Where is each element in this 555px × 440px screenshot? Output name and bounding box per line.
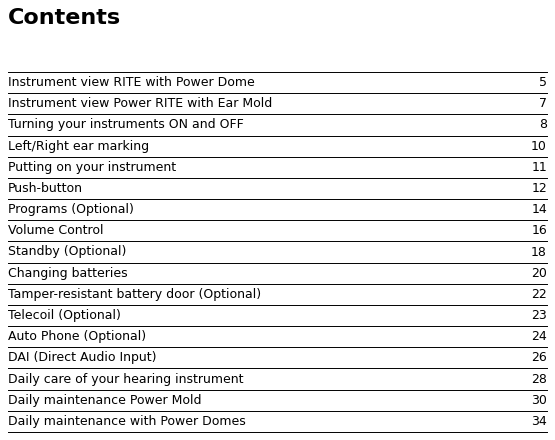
Text: Daily maintenance Power Mold: Daily maintenance Power Mold bbox=[8, 394, 201, 407]
Text: Telecoil (Optional): Telecoil (Optional) bbox=[8, 309, 121, 322]
Text: DAI (Direct Audio Input): DAI (Direct Audio Input) bbox=[8, 352, 157, 364]
Text: 12: 12 bbox=[531, 182, 547, 195]
Text: 23: 23 bbox=[531, 309, 547, 322]
Text: Contents: Contents bbox=[8, 8, 121, 28]
Text: Daily care of your hearing instrument: Daily care of your hearing instrument bbox=[8, 373, 244, 385]
Text: Volume Control: Volume Control bbox=[8, 224, 103, 237]
Text: 7: 7 bbox=[539, 97, 547, 110]
Text: Putting on your instrument: Putting on your instrument bbox=[8, 161, 176, 174]
Text: 22: 22 bbox=[531, 288, 547, 301]
Text: 30: 30 bbox=[531, 394, 547, 407]
Text: Push-button: Push-button bbox=[8, 182, 83, 195]
Text: 20: 20 bbox=[531, 267, 547, 280]
Text: Instrument view RITE with Power Dome: Instrument view RITE with Power Dome bbox=[8, 76, 255, 89]
Text: 8: 8 bbox=[539, 118, 547, 132]
Text: 28: 28 bbox=[531, 373, 547, 385]
Text: 10: 10 bbox=[531, 139, 547, 153]
Text: Daily maintenance with Power Domes: Daily maintenance with Power Domes bbox=[8, 415, 246, 428]
Text: 26: 26 bbox=[531, 352, 547, 364]
Text: 18: 18 bbox=[531, 246, 547, 258]
Text: Instrument view Power RITE with Ear Mold: Instrument view Power RITE with Ear Mold bbox=[8, 97, 273, 110]
Text: Programs (Optional): Programs (Optional) bbox=[8, 203, 134, 216]
Text: 14: 14 bbox=[531, 203, 547, 216]
Text: Left/Right ear marking: Left/Right ear marking bbox=[8, 139, 149, 153]
Text: Tamper-resistant battery door (Optional): Tamper-resistant battery door (Optional) bbox=[8, 288, 261, 301]
Text: 24: 24 bbox=[531, 330, 547, 343]
Text: 5: 5 bbox=[539, 76, 547, 89]
Text: Standby (Optional): Standby (Optional) bbox=[8, 246, 127, 258]
Text: 11: 11 bbox=[531, 161, 547, 174]
Text: 34: 34 bbox=[531, 415, 547, 428]
Text: Auto Phone (Optional): Auto Phone (Optional) bbox=[8, 330, 146, 343]
Text: 16: 16 bbox=[531, 224, 547, 237]
Text: Changing batteries: Changing batteries bbox=[8, 267, 128, 280]
Text: Turning your instruments ON and OFF: Turning your instruments ON and OFF bbox=[8, 118, 244, 132]
